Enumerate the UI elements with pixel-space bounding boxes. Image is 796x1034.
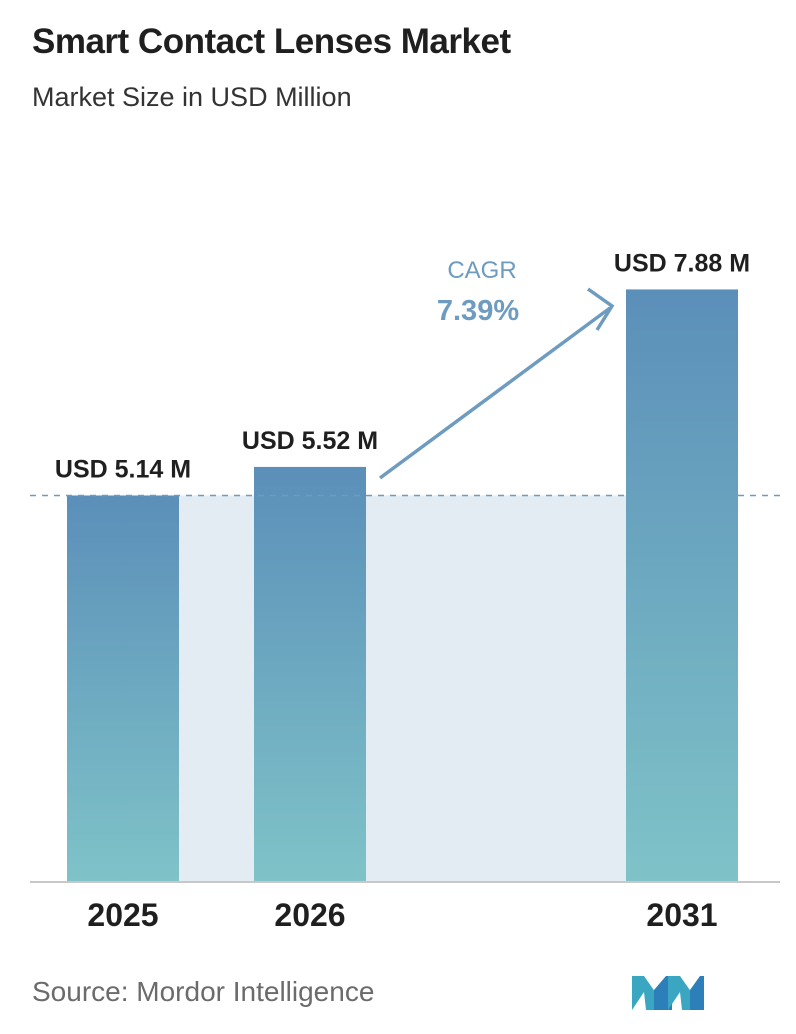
cagr-value: 7.39% (437, 295, 519, 327)
chart-title: Smart Contact Lenses Market (32, 22, 511, 61)
x-tick-label-2031: 2031 (646, 897, 717, 933)
data-label-2025: USD 5.14 M (55, 455, 191, 483)
bar-2031 (626, 289, 738, 882)
cagr-arrow-head (586, 287, 615, 331)
cagr-arrow (378, 306, 612, 480)
x-tick-label-2025: 2025 (87, 897, 158, 933)
cagr-label: CAGR (447, 257, 516, 284)
x-tick-label-2026: 2026 (274, 897, 345, 933)
data-label-2026: USD 5.52 M (242, 427, 378, 455)
bar-2025 (67, 495, 179, 882)
mordor-intelligence-logo-icon (632, 976, 704, 1010)
chart-subtitle: Market Size in USD Million (32, 82, 352, 112)
source-note: Source: Mordor Intelligence (32, 976, 375, 1007)
bar-2026 (254, 466, 366, 882)
data-label-2031: USD 7.88 M (614, 249, 750, 277)
chart-area: USD 5.14 M 2025 USD 5.52 M 2026 USD 7.88 M 20… (30, 249, 780, 933)
